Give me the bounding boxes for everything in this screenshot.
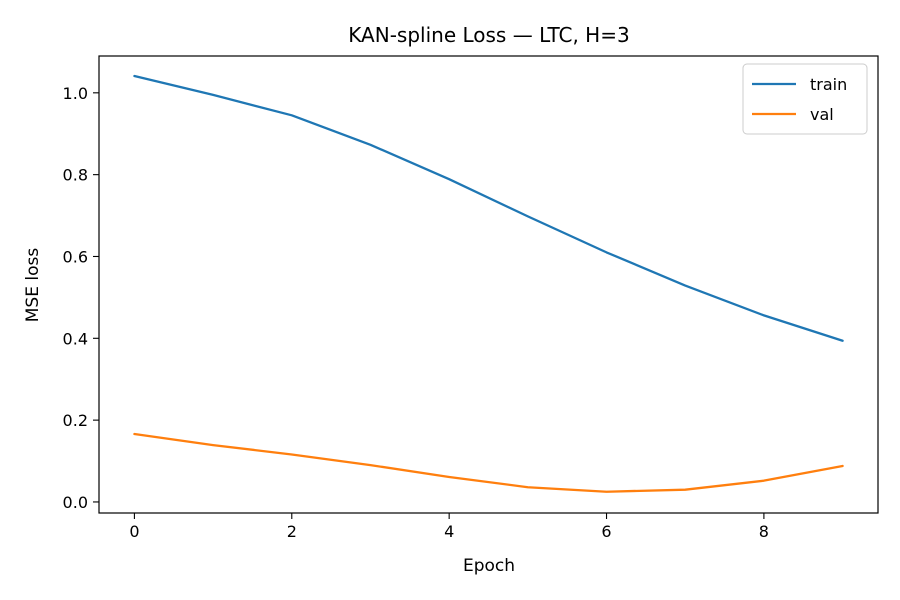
y-axis-label: MSE loss [23,248,43,323]
y-tick-label: 0.0 [63,493,88,512]
x-tick-label: 4 [444,522,454,541]
x-axis-ticks: 0 2 4 6 8 [129,513,769,541]
y-axis-ticks: 0.0 0.2 0.4 0.6 0.8 1.0 [63,84,99,512]
y-tick-label: 0.8 [63,166,88,185]
y-tick-label: 1.0 [63,84,88,103]
x-tick-label: 6 [601,522,611,541]
y-tick-label: 0.2 [63,411,88,430]
x-tick-label: 8 [759,522,769,541]
x-tick-label: 2 [287,522,297,541]
y-tick-label: 0.4 [63,329,88,348]
series-line-train [133,74,844,342]
y-tick-label: 0.6 [63,247,88,266]
plot-area [98,55,879,514]
series-line-val [133,432,844,493]
legend-label-train: train [810,75,847,94]
axes-frame [98,55,879,514]
legend-box [742,63,868,135]
series-layer [133,74,844,493]
chart-title: KAN-spline Loss — LTC, H=3 [348,23,629,47]
legend-label-val: val [810,105,834,124]
x-tick-label: 0 [129,522,139,541]
legend: train val [742,63,868,135]
x-axis-label: Epoch [463,556,515,576]
